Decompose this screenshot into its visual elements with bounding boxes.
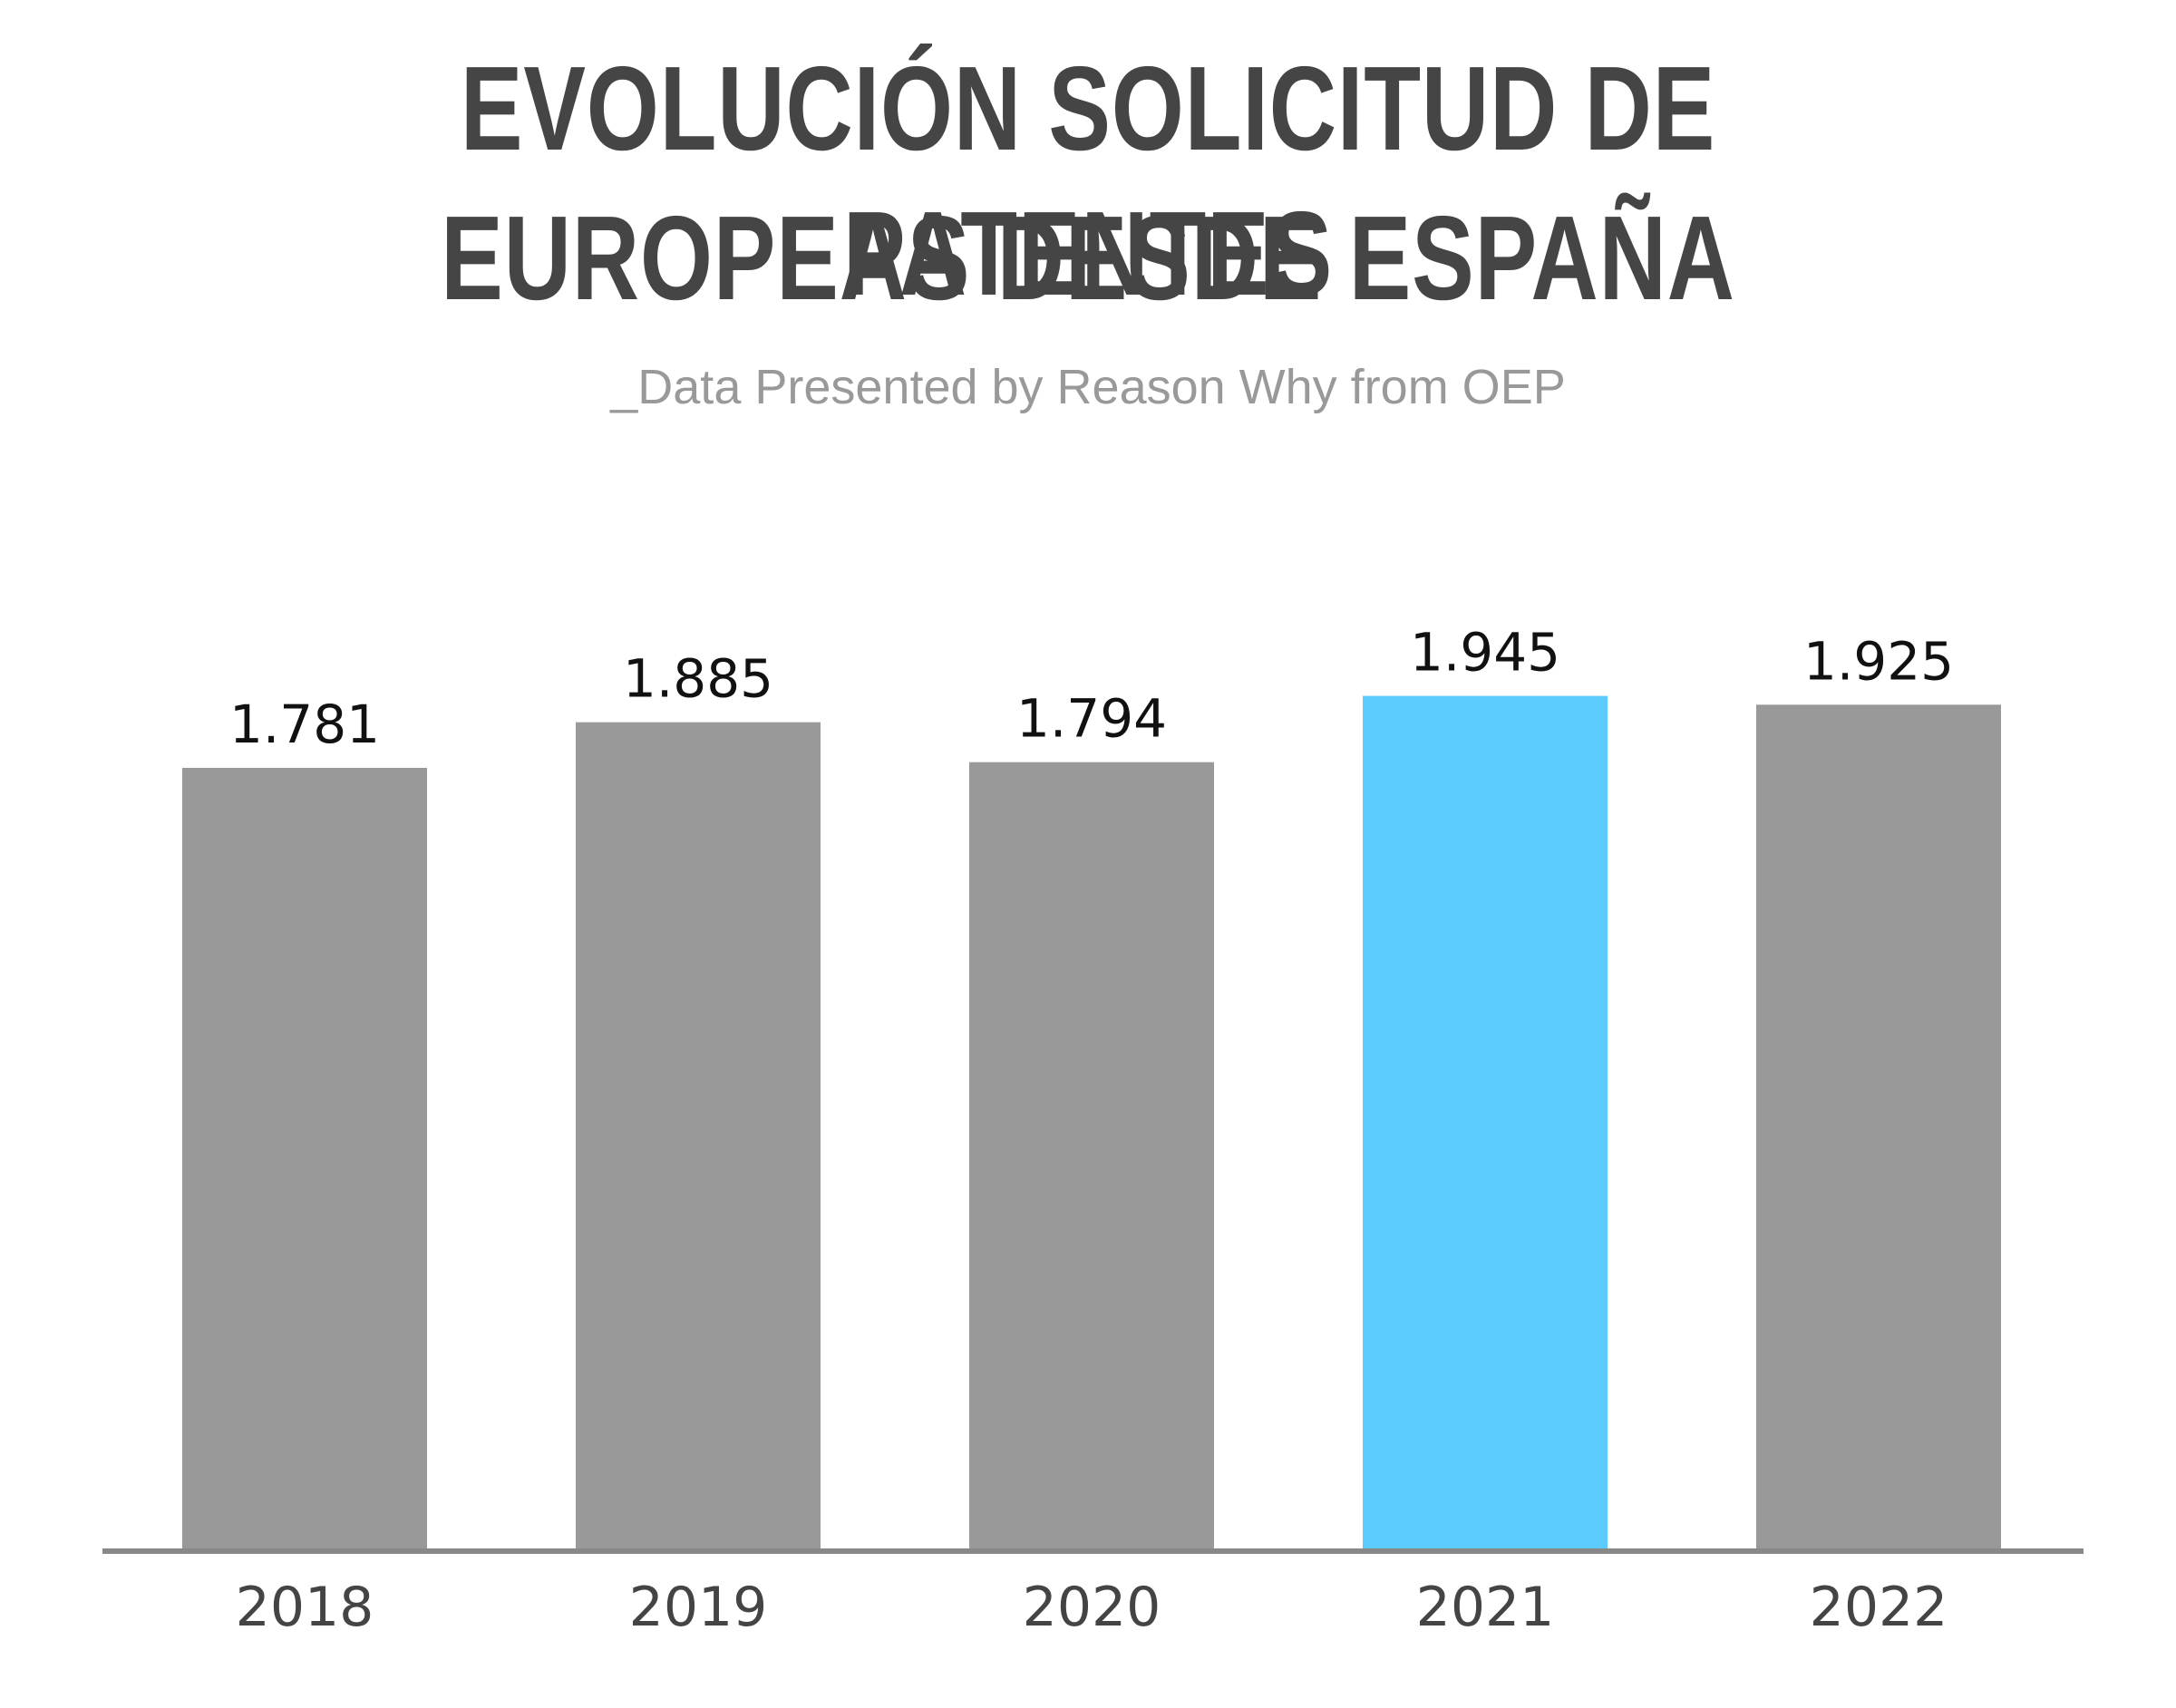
value-label-2021: 1.945: [1410, 622, 1560, 684]
value-label-2020: 1.794: [1016, 688, 1167, 750]
bar-2022: [1756, 704, 2001, 1549]
x-tick-label-2022: 2022: [1810, 1576, 1948, 1639]
value-labels-group: 1.781 1.885 1.794 1.945 1.925: [229, 622, 1954, 755]
bar-2019: [576, 722, 821, 1549]
x-tick-labels-group: 2018 2019 2020 2021 2022: [236, 1576, 1948, 1639]
value-label-2018: 1.781: [229, 694, 380, 755]
bar-2018: [182, 767, 427, 1549]
bar-2020: [969, 762, 1214, 1549]
x-tick-label-2021: 2021: [1416, 1576, 1555, 1639]
bars-group: [182, 695, 2001, 1549]
chart-subtitle: _Data Presented by Reason Why from OEP: [610, 360, 1566, 414]
value-label-2022: 1.925: [1803, 630, 1954, 692]
chart-title-line-2: EUROPEAS DESDE ESPAÑA: [441, 191, 1735, 325]
x-tick-label-2018: 2018: [236, 1576, 374, 1639]
chart-title-line-1: EVOLUCIÓN SOLICITUD DE PATENTES: [460, 42, 1716, 320]
x-tick-label-2019: 2019: [629, 1576, 768, 1639]
bar-2021: [1363, 695, 1608, 1549]
value-label-2019: 1.885: [623, 648, 773, 710]
x-tick-label-2020: 2020: [1023, 1576, 1161, 1639]
